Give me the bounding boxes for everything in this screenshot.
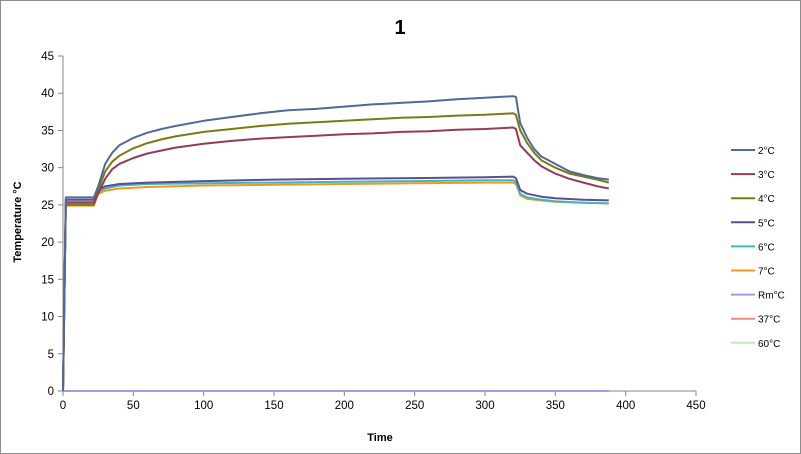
legend-label: 4°C [758,194,775,205]
series-line-6c [62,179,609,392]
x-axis-title: Time [367,432,392,444]
legend: 2°C 3°C 4°C 5°C 6°C 7°C Rm°C 37°C 60°C [731,146,785,350]
legend-entry: 7°C [731,267,775,278]
legend-label: Rm°C [758,291,785,302]
x-tick-label: 50 [127,400,140,412]
legend-entry: 3°C [731,170,775,181]
legend-entry: 60°C [731,339,780,350]
x-tick-label: 400 [616,400,635,412]
x-tick-label: 0 [60,400,66,412]
series-line-4c [62,112,610,392]
legend-label: 6°C [758,242,775,253]
x-tick-label: 300 [475,400,494,412]
y-axis-title: Temperature °C [12,181,24,262]
x-tick-label: 250 [405,400,424,412]
legend-entry: 5°C [731,218,775,229]
y-tick-label: 30 [41,163,54,175]
series-line-7c [62,181,609,392]
y-tick-label: 20 [41,237,54,249]
legend-label: 60°C [758,339,780,350]
y-tick-label: 0 [48,386,54,398]
series-line-3c [62,126,609,392]
x-tick-label: 350 [546,400,565,412]
legend-entry: 2°C [731,146,775,157]
x-tick-label: 200 [335,400,354,412]
chart-title: 1 [394,17,405,39]
legend-label: 7°C [758,267,775,278]
series-line-2c [62,95,609,392]
y-tick-label: 15 [41,274,54,286]
series-layer [62,95,610,392]
legend-label: 2°C [758,146,775,157]
y-tick-label: 40 [41,88,54,100]
legend-label: 37°C [758,315,780,326]
y-tick-label: 5 [48,349,54,361]
legend-label: 3°C [758,170,775,181]
x-tick-label: 450 [686,400,705,412]
y-tick-label: 25 [41,200,54,212]
legend-label: 5°C [758,218,775,229]
legend-entry: Rm°C [731,291,785,302]
legend-entry: 4°C [731,194,775,205]
x-tick-label: 150 [264,400,283,412]
x-tick-label: 100 [194,400,213,412]
series-line-5c [62,175,609,392]
y-tick-label: 10 [41,312,54,324]
legend-entry: 37°C [731,315,780,326]
legend-entry: 6°C [731,242,775,253]
y-tick-label: 45 [41,51,54,63]
y-tick-label: 35 [41,125,54,137]
